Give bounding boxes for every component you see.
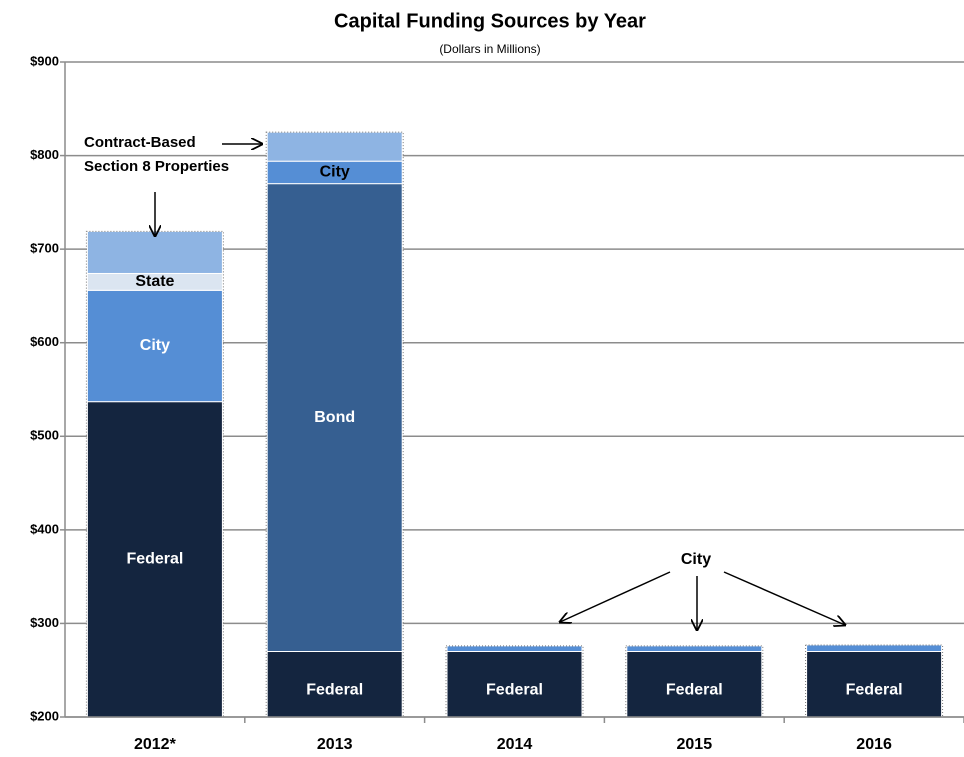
x-tick-label: 2013 [317, 736, 353, 753]
bar-segment [446, 645, 583, 653]
segment-label: Federal [306, 681, 363, 698]
bar-outline [85, 230, 224, 718]
y-tick-label: $600 [30, 334, 59, 349]
x-tick-label: 2012* [134, 736, 177, 753]
x-tick-label: 2015 [677, 736, 713, 753]
segment-label: City [140, 337, 170, 354]
y-tick-label: $900 [30, 53, 59, 68]
contract-annotation: Contract-Based Section 8 Properties [84, 134, 230, 175]
chart-subtitle: (Dollars in Millions) [439, 42, 540, 56]
segment-label: Bond [314, 409, 355, 426]
bar-segment [446, 651, 583, 718]
segment-label: Federal [666, 681, 723, 698]
segment-label: City [320, 164, 350, 181]
bar-outline [265, 131, 404, 718]
bar-segment [266, 131, 403, 162]
bar-segment [86, 230, 223, 274]
y-tick-label: $300 [30, 615, 59, 630]
chart-title: Capital Funding Sources by Year [334, 10, 646, 32]
y-tick-label: $800 [30, 147, 59, 162]
bar-segment [266, 183, 403, 652]
arrow [560, 571, 671, 622]
segment-label: Federal [126, 551, 183, 568]
y-tick-label: $400 [30, 521, 59, 536]
bar-segment [626, 651, 763, 718]
y-tick-label: $700 [30, 241, 59, 256]
x-tick-label: 2014 [497, 736, 533, 753]
bar-segment [806, 651, 943, 718]
segment-label: State [135, 273, 174, 290]
segment-label: Federal [846, 681, 903, 698]
segment-label: Federal [486, 681, 543, 698]
bar-segment [806, 644, 943, 653]
arrow [723, 571, 845, 625]
annotation-arrows [155, 144, 845, 630]
x-tick-label: 2016 [856, 736, 892, 753]
y-tick-label: $500 [30, 428, 59, 443]
bar-segment [626, 645, 763, 653]
y-tick-label: $200 [30, 708, 59, 723]
bar-segment [266, 651, 403, 718]
city-annotation: City [681, 551, 711, 568]
